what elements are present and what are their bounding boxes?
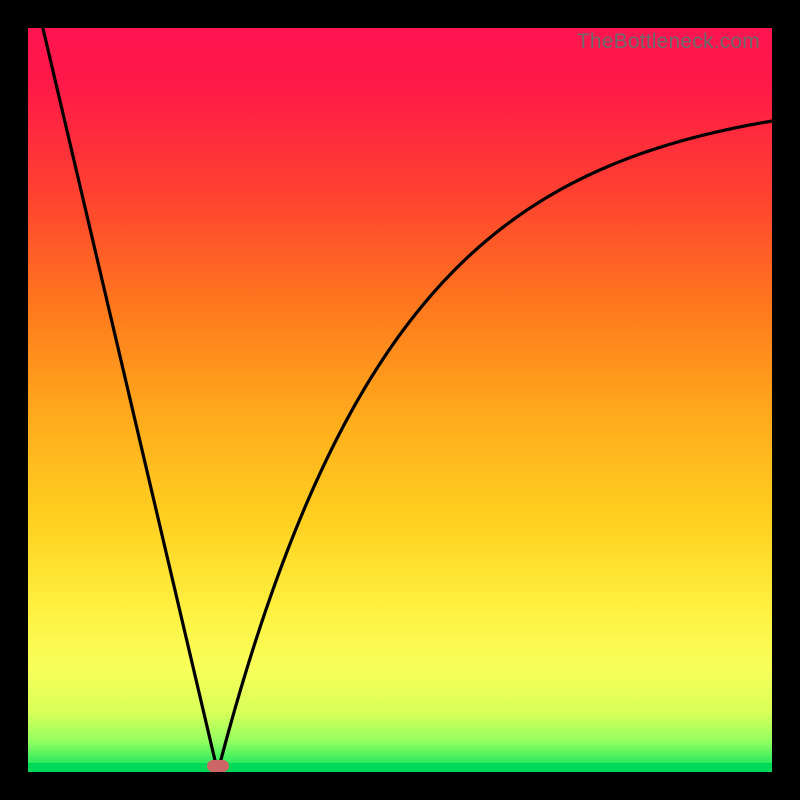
curve-svg bbox=[28, 28, 772, 772]
left-branch-line bbox=[43, 28, 218, 772]
minimum-marker bbox=[207, 760, 229, 772]
watermark-text: TheBottleneck.com bbox=[577, 30, 760, 54]
plot-area: TheBottleneck.com bbox=[28, 28, 772, 772]
chart-frame: TheBottleneck.com bbox=[0, 0, 800, 800]
right-branch-curve bbox=[218, 121, 772, 772]
